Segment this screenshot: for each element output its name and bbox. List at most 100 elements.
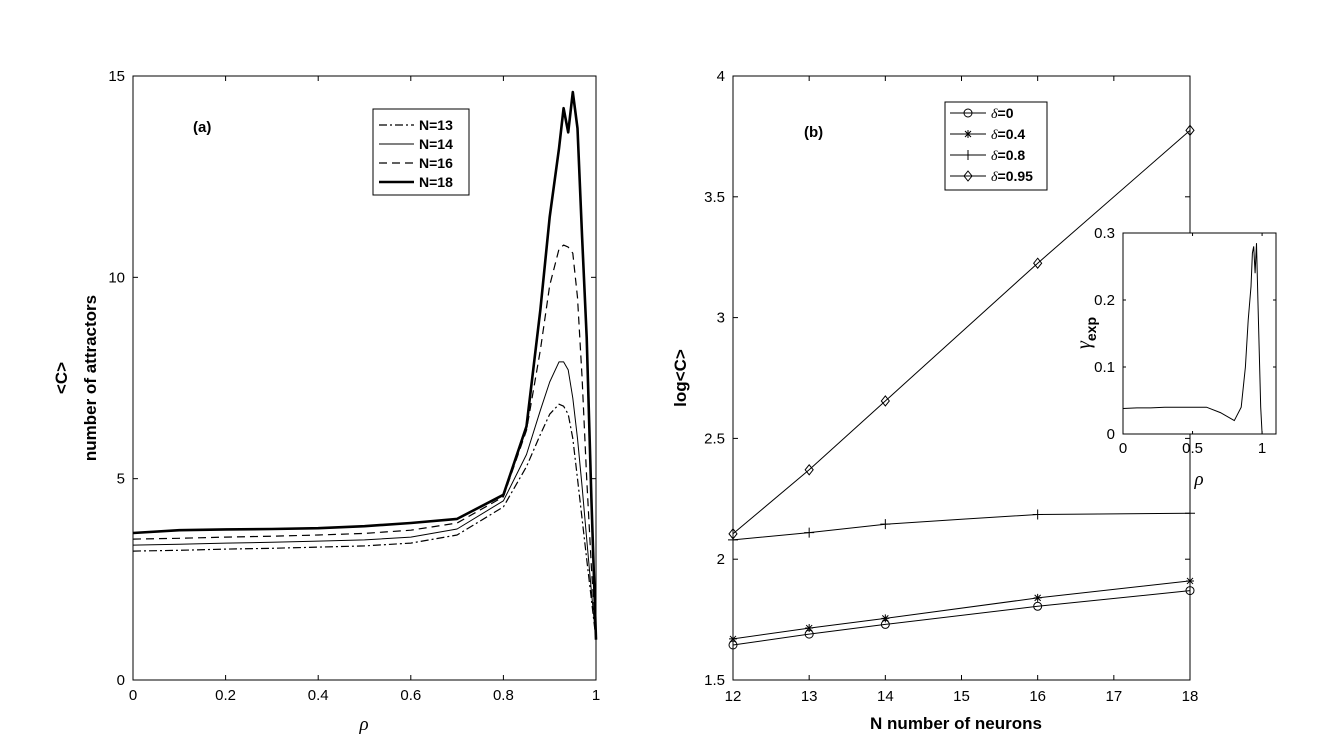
marker-diamond bbox=[804, 464, 814, 476]
panel-b-xlabel: N number of neurons bbox=[870, 714, 1042, 733]
x-tick-label: 17 bbox=[1105, 688, 1122, 705]
marker-diamond bbox=[728, 528, 738, 540]
panel-a-xlabel: ρ bbox=[358, 714, 368, 735]
legend-value: =0.4 bbox=[998, 126, 1026, 142]
marker-plus bbox=[728, 534, 738, 545]
legend-symbol: δ bbox=[991, 149, 998, 164]
legend-label: N=18 bbox=[419, 174, 453, 190]
legend-symbol: δ bbox=[991, 170, 998, 185]
legend-label: δ=0.8 bbox=[991, 147, 1025, 164]
marker-star bbox=[964, 130, 972, 138]
legend-value: =0.8 bbox=[998, 147, 1026, 163]
marker-diamond bbox=[880, 395, 890, 407]
y-tick-label: 0.1 bbox=[1094, 359, 1115, 376]
marker-circle bbox=[963, 108, 973, 118]
panel-a-series bbox=[132, 90, 598, 640]
marker-star bbox=[1186, 576, 1194, 585]
y-tick-label: 0 bbox=[1107, 426, 1115, 443]
y-tick-label: 0 bbox=[117, 672, 125, 689]
series-line-n-18 bbox=[132, 90, 598, 640]
x-tick-label: 16 bbox=[1029, 688, 1046, 705]
legend-label: N=13 bbox=[419, 117, 453, 133]
y-tick-label: 0.2 bbox=[1094, 292, 1115, 309]
legend-symbol: δ bbox=[991, 128, 998, 143]
svg-text:γexp: γexp bbox=[1073, 317, 1099, 349]
marker-star bbox=[729, 634, 737, 643]
x-tick-label: 0.6 bbox=[400, 687, 421, 704]
x-tick-label: 12 bbox=[725, 688, 742, 705]
inset-ticks: 0 0.5 1 0 0.1 0.2 0.3 bbox=[1094, 225, 1276, 457]
inset-chart: 0 0.5 1 0 0.1 0.2 0.3 ρ γexp bbox=[1073, 225, 1277, 490]
marker-diamond bbox=[963, 170, 973, 182]
y-tick-label: 1.5 bbox=[704, 672, 725, 689]
panel-b-label: (b) bbox=[804, 124, 823, 141]
marker-plus bbox=[880, 519, 891, 530]
legend-label: N=14 bbox=[419, 136, 453, 152]
panel-b: 12 13 14 15 16 17 18 1.5 2 2.5 3 3.5 4 (b) log<C> N … bbox=[671, 68, 1198, 733]
y-tick-label: 4 bbox=[717, 68, 725, 85]
inset-ylabel-subscript: exp bbox=[1083, 317, 1099, 341]
inset-axes-box bbox=[1122, 232, 1277, 435]
legend-label: δ=0.95 bbox=[991, 168, 1033, 185]
marker-circle bbox=[1033, 601, 1043, 611]
x-tick-label: 0.5 bbox=[1182, 440, 1203, 457]
marker-plus bbox=[1032, 509, 1043, 520]
x-tick-label: 1 bbox=[592, 687, 600, 704]
legend-label: δ=0 bbox=[991, 105, 1014, 122]
marker-plus bbox=[1185, 508, 1195, 519]
panel-b-legend-box bbox=[944, 101, 1048, 191]
legend-label: N=16 bbox=[419, 155, 453, 171]
series-group bbox=[728, 124, 1195, 540]
legend-symbol: δ bbox=[991, 107, 998, 122]
series-group bbox=[729, 576, 1194, 643]
marker-plus bbox=[804, 527, 815, 538]
x-tick-label: 0 bbox=[1119, 440, 1127, 457]
x-tick-label: 0.8 bbox=[493, 687, 514, 704]
x-tick-label: 18 bbox=[1182, 688, 1199, 705]
panel-b-series bbox=[728, 124, 1195, 650]
x-tick-label: 1 bbox=[1258, 440, 1266, 457]
series-line-n-13 bbox=[132, 403, 597, 640]
inset-series-line bbox=[1122, 243, 1263, 435]
series-group bbox=[728, 508, 1195, 545]
panel-a-ylabel-line-1: <C> bbox=[52, 362, 71, 394]
marker-diamond bbox=[1033, 257, 1043, 270]
legend-label: δ=0.4 bbox=[991, 126, 1025, 143]
y-tick-label: 3.5 bbox=[704, 189, 725, 206]
x-tick-label: 13 bbox=[801, 688, 818, 705]
panel-b-ylabel: log<C> bbox=[671, 349, 690, 407]
x-tick-label: 0 bbox=[129, 687, 137, 704]
marker-diamond bbox=[1185, 124, 1195, 137]
marker-circle bbox=[1185, 586, 1195, 596]
marker-star bbox=[881, 614, 890, 623]
legend-value: =0 bbox=[998, 105, 1014, 121]
y-tick-label: 2 bbox=[717, 551, 725, 568]
inset-xlabel: ρ bbox=[1193, 469, 1203, 490]
inset-ylabel: γexp bbox=[1073, 317, 1099, 349]
x-tick-label: 0.2 bbox=[215, 687, 236, 704]
marker-plus bbox=[963, 150, 973, 160]
x-tick-label: 14 bbox=[877, 688, 894, 705]
panel-b-ticks: 12 13 14 15 16 17 18 1.5 2 2.5 3 3.5 4 bbox=[704, 68, 1198, 705]
panel-a-ylabel-line-2: number of attractors bbox=[81, 295, 100, 461]
marker-star bbox=[805, 624, 814, 633]
y-tick-label: 0.3 bbox=[1094, 225, 1115, 242]
panel-a-ylabel: <C> number of attractors bbox=[52, 295, 100, 461]
y-tick-label: 2.5 bbox=[704, 430, 725, 447]
x-tick-label: 15 bbox=[953, 688, 970, 705]
inset-series bbox=[1122, 243, 1263, 435]
series-line bbox=[732, 590, 1191, 646]
inset-ylabel-symbol: γ bbox=[1073, 340, 1095, 349]
panel-a-label: (a) bbox=[193, 119, 211, 136]
panel-a-axes-box bbox=[132, 75, 597, 681]
x-tick-label: 0.4 bbox=[308, 687, 329, 704]
panel-a-legend: N=13 N=14 N=16 N=18 bbox=[372, 108, 470, 196]
series-line-n-14 bbox=[132, 361, 597, 640]
y-tick-label: 15 bbox=[108, 68, 125, 85]
y-tick-label: 5 bbox=[117, 471, 125, 488]
legend-value: =0.95 bbox=[998, 168, 1034, 184]
panel-a-legend-box bbox=[372, 108, 470, 196]
